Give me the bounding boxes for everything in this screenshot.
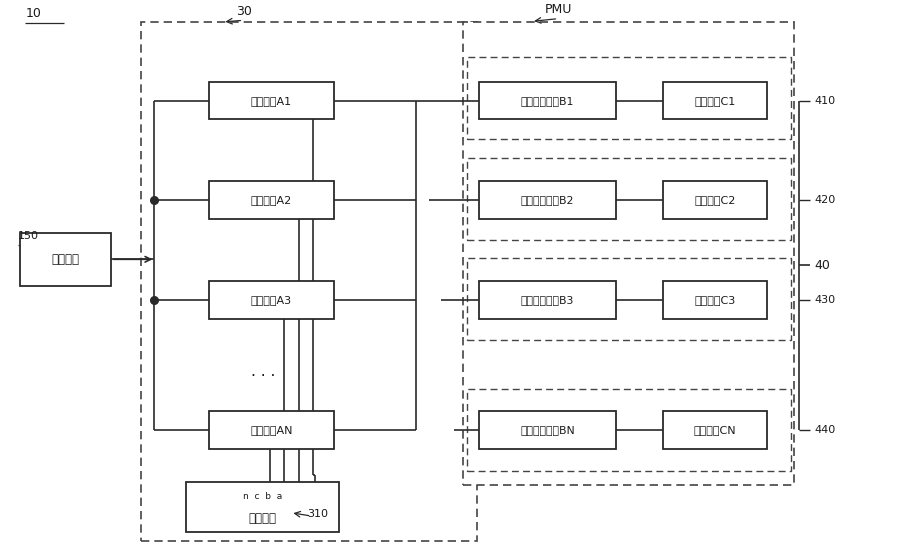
Bar [467, 158, 791, 240]
Text: 410: 410 [814, 96, 835, 106]
Text: 电流通道A3: 电流通道A3 [251, 295, 292, 305]
Text: 储能模块: 储能模块 [52, 253, 79, 266]
Bar [141, 22, 477, 541]
Bar [467, 57, 791, 139]
Text: 负载单元C1: 负载单元C1 [695, 96, 735, 106]
Bar [479, 82, 616, 119]
Bar [663, 82, 767, 119]
Bar [479, 281, 616, 319]
Text: 电压变换单元B2: 电压变换单元B2 [521, 196, 574, 206]
Text: PMU: PMU [545, 3, 572, 16]
Text: 电流通道A1: 电流通道A1 [251, 96, 292, 106]
Bar [663, 182, 767, 219]
Bar [209, 82, 334, 119]
Text: . . .: . . . [252, 364, 275, 379]
Text: 负载单元C3: 负载单元C3 [695, 295, 735, 305]
Text: 电压变换单元B3: 电压变换单元B3 [521, 295, 574, 305]
Bar [467, 389, 791, 471]
Bar [209, 411, 334, 449]
Text: 440: 440 [814, 425, 835, 435]
Bar [186, 482, 339, 532]
Text: 电压变换单元BN: 电压变换单元BN [520, 425, 575, 435]
Bar [663, 411, 767, 449]
Bar [20, 233, 111, 286]
Bar [463, 22, 794, 485]
Bar [467, 258, 791, 340]
Text: 负载单元C2: 负载单元C2 [695, 196, 735, 206]
Text: 430: 430 [814, 295, 835, 305]
Bar [663, 281, 767, 319]
Bar [209, 182, 334, 219]
Text: 电流通道A2: 电流通道A2 [251, 196, 292, 206]
Text: 处理模块: 处理模块 [249, 512, 276, 525]
Text: 40: 40 [814, 259, 830, 272]
Text: 310: 310 [307, 509, 328, 519]
Text: 10: 10 [25, 7, 41, 19]
Bar [479, 182, 616, 219]
Text: 420: 420 [814, 196, 835, 206]
Text: n  c  b  a: n c b a [242, 492, 282, 501]
Text: 30: 30 [236, 4, 252, 17]
Text: 电压变换单元B1: 电压变换单元B1 [521, 96, 574, 106]
Text: 负载单元CN: 负载单元CN [694, 425, 736, 435]
Text: 电流通道AN: 电流通道AN [251, 425, 292, 435]
Bar [209, 281, 334, 319]
Bar [479, 411, 616, 449]
Text: 150: 150 [18, 231, 39, 241]
